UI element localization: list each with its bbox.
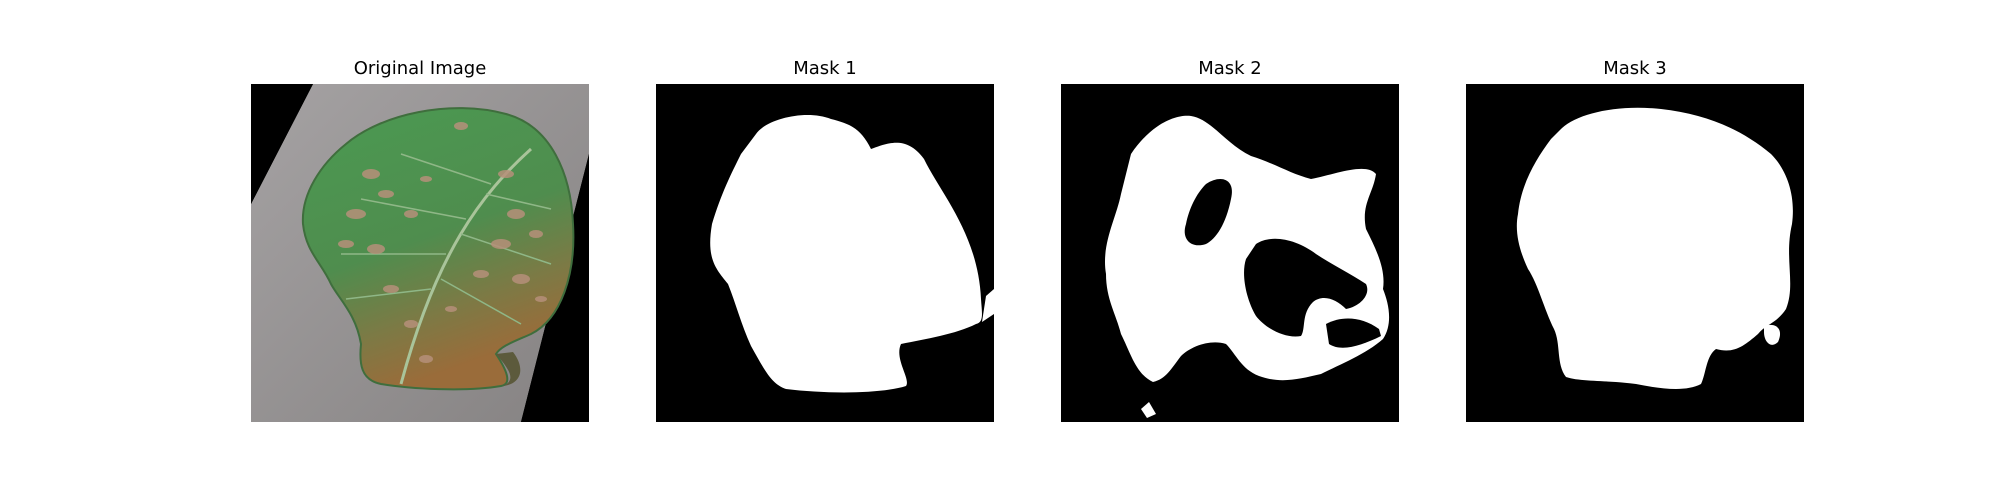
mask-1-foreground	[710, 114, 982, 393]
mask-3-title: Mask 3	[1603, 58, 1667, 79]
mask-2-image	[1061, 84, 1399, 422]
original-leaf-image	[251, 84, 589, 422]
mask-3-graphic	[1466, 84, 1804, 422]
mask-2-foreground	[1104, 115, 1390, 382]
leaf-photo	[251, 84, 589, 422]
mask-2-title: Mask 2	[1198, 58, 1262, 79]
mask-1-graphic	[656, 84, 994, 422]
mask-3-image	[1466, 84, 1804, 422]
mask-1-image	[656, 84, 994, 422]
mask-2-graphic	[1061, 84, 1399, 422]
mask-2-hole-center	[1244, 238, 1368, 337]
mask-2-speck	[1141, 402, 1156, 418]
mask-1-title: Mask 1	[793, 58, 857, 79]
mask-3-foreground	[1516, 107, 1793, 389]
mask-2-hole-upper	[1184, 179, 1232, 246]
leaf-midrib	[399, 147, 533, 385]
leaf-lesions	[338, 122, 547, 363]
original-image-title: Original Image	[353, 58, 487, 79]
